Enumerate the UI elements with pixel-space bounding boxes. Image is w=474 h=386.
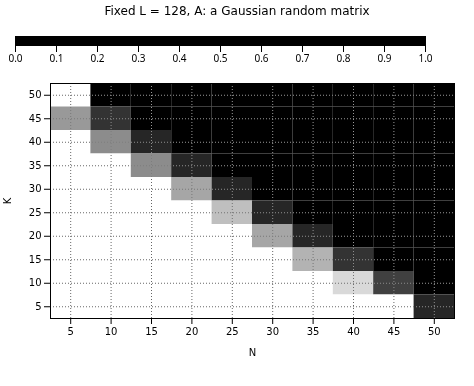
svg-text:15: 15 (29, 254, 42, 265)
svg-text:0.0: 0.0 (8, 51, 22, 65)
svg-text:K: K (2, 197, 13, 204)
svg-text:0.1: 0.1 (49, 51, 63, 65)
svg-text:5: 5 (68, 326, 74, 337)
svg-text:5: 5 (35, 301, 41, 312)
svg-text:50: 50 (29, 89, 42, 100)
svg-text:25: 25 (226, 326, 239, 337)
svg-text:0.5: 0.5 (213, 51, 227, 65)
html-text:Fixed L = 128, A: a Gaussian r: Fixed L = 128, A: a Gaussian random matr… (104, 4, 370, 18)
svg-text:0.4: 0.4 (172, 51, 186, 65)
svg-text:40: 40 (347, 326, 360, 337)
svg-text:0.7: 0.7 (295, 51, 309, 65)
svg-text:35: 35 (29, 160, 42, 171)
svg-text:0.8: 0.8 (336, 51, 350, 65)
svg-text:0.3: 0.3 (131, 51, 145, 65)
svg-text:20: 20 (186, 326, 199, 337)
svg-text:1.0: 1.0 (418, 51, 432, 65)
svg-text:45: 45 (388, 326, 401, 337)
svg-text:10: 10 (29, 277, 42, 288)
svg-text:40: 40 (29, 136, 42, 147)
svg-text:0.6: 0.6 (254, 51, 268, 65)
svg-text:25: 25 (29, 207, 42, 218)
svg-text:35: 35 (307, 326, 320, 337)
svg-text:50: 50 (428, 326, 441, 337)
svg-text:45: 45 (29, 113, 42, 124)
svg-text:30: 30 (29, 183, 42, 194)
svg-text:30: 30 (266, 326, 279, 337)
svg-text:0.9: 0.9 (377, 51, 391, 65)
svg-text:15: 15 (145, 326, 158, 337)
svg-text:N: N (249, 347, 256, 358)
svg-text:10: 10 (105, 326, 118, 337)
svg-text:0.2: 0.2 (90, 51, 104, 65)
svg-text:20: 20 (29, 230, 42, 241)
